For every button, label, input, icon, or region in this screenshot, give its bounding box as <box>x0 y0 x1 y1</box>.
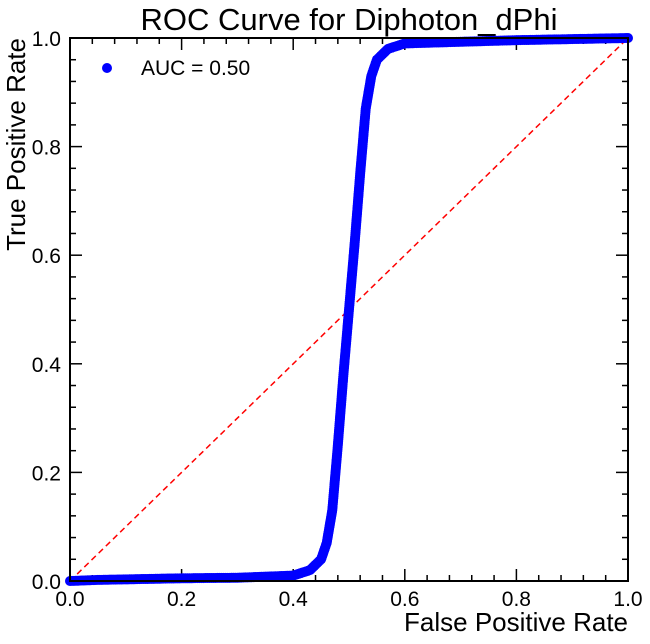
y-tick-label: 0.2 <box>32 462 61 485</box>
x-tick-label: 0.6 <box>390 588 419 611</box>
y-tick-label: 0.8 <box>32 137 61 160</box>
x-tick-label: 1.0 <box>613 588 642 611</box>
plot-frame <box>69 37 629 582</box>
chart-title: ROC Curve for Diphoton_dPhi <box>141 2 558 37</box>
legend: AUC = 0.50 <box>102 57 250 80</box>
x-tick-label: 0.2 <box>167 588 196 611</box>
y-tick-label: 0.6 <box>32 245 61 268</box>
tick-labels: 0.0 0.2 0.4 0.6 0.8 1.0 0.0 0.2 0.4 0.6 0.8 1.0 <box>32 28 643 611</box>
legend-label: AUC = 0.50 <box>141 57 250 80</box>
y-tick-label: 1.0 <box>32 28 61 51</box>
legend-marker <box>102 63 112 73</box>
y-tick-label: 0.4 <box>32 354 62 377</box>
x-axis-title: False Positive Rate <box>404 607 628 637</box>
y-tick-label: 0.0 <box>32 571 61 594</box>
x-tick-label: 0.8 <box>502 588 531 611</box>
x-tick-label: 0.4 <box>279 588 309 611</box>
y-axis-title: True Positive Rate <box>1 38 31 251</box>
x-tick-label: 0.0 <box>55 588 84 611</box>
